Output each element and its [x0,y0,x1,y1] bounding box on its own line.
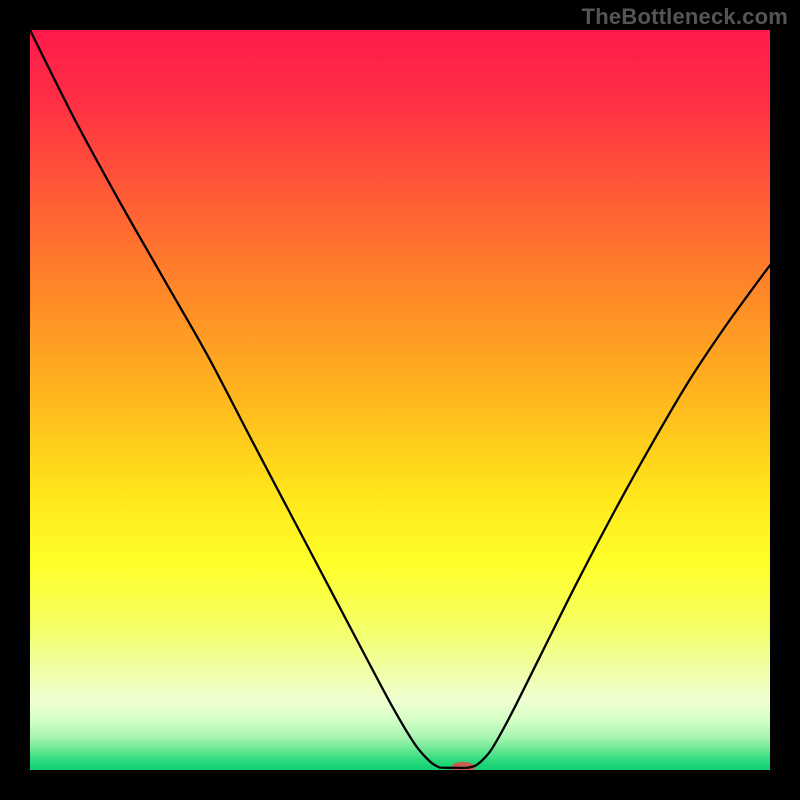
watermark-text: TheBottleneck.com [582,4,788,30]
bottleneck-curve-chart [30,30,770,770]
chart-frame: TheBottleneck.com [0,0,800,800]
plot-area [30,30,770,770]
gradient-background [30,30,770,770]
